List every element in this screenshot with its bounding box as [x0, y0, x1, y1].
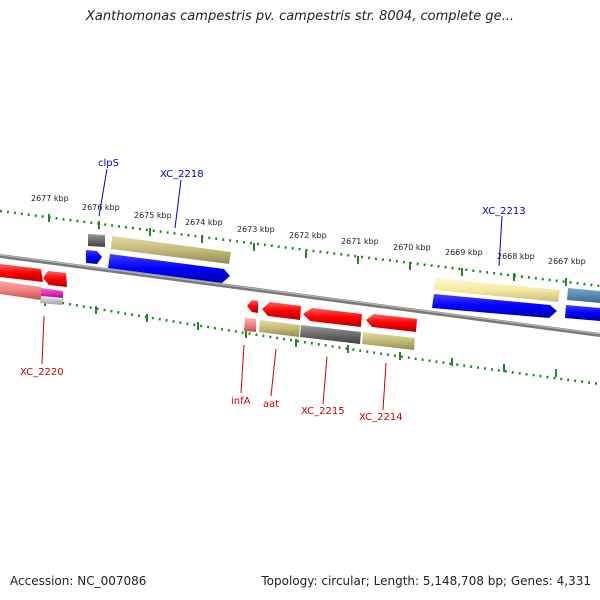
gene-left-red-arrow-2[interactable] — [43, 271, 67, 287]
gene-xc2215-arrow[interactable] — [303, 308, 362, 327]
accession-text: Accession: NC_007086 — [10, 574, 147, 588]
xc2218-leader-line — [174, 179, 182, 229]
gene-steelblue-feature[interactable] — [567, 288, 600, 303]
xc2213-leader-line — [498, 215, 503, 267]
clps-leader-line — [98, 168, 108, 217]
gene-forward-arrow[interactable] — [86, 250, 102, 264]
topology-text: Topology: circular; Length: 5,148,708 bp… — [261, 574, 591, 588]
gene-lightgray-feature[interactable] — [40, 297, 63, 305]
gene-right-blue-arrow[interactable] — [565, 305, 600, 321]
gene-xc2214-arrow[interactable] — [366, 314, 417, 332]
gene-aat-arrow[interactable] — [262, 302, 301, 320]
gene-label-xc2220[interactable]: XC_2220 — [20, 367, 64, 378]
gene-label-xc2215[interactable]: XC_2215 — [301, 406, 345, 417]
genome-backbone-highlight — [0, 254, 600, 335]
gene-xc2213-feature[interactable] — [434, 278, 560, 302]
gene-label-xc2218[interactable]: XC_2218 — [160, 169, 204, 180]
kbp-label: 2673 kbp — [237, 225, 275, 234]
gene-xc2218-feature[interactable] — [111, 236, 231, 264]
kbp-label: 2672 kbp — [289, 231, 327, 240]
kbp-label: 2669 kbp — [445, 248, 483, 257]
kbp-label: 2671 kbp — [341, 237, 379, 246]
aat-leader-line — [270, 348, 277, 397]
outer-major-ticks — [48, 214, 567, 286]
gene-xc2220-feature[interactable] — [0, 281, 41, 300]
kbp-label: 2670 kbp — [393, 243, 431, 252]
gene-left-red-arrow[interactable] — [0, 264, 43, 282]
gene-label-infa[interactable]: infA — [231, 396, 251, 407]
gene-label-xc2213[interactable]: XC_2213 — [482, 206, 526, 217]
xc2214-leader-line — [382, 362, 387, 411]
map-title: Xanthomonas campestris pv. campestris st… — [86, 9, 514, 24]
infa-leader-line — [240, 344, 245, 394]
xc2220-leader-line — [41, 315, 45, 365]
kbp-label: 2667 kbp — [548, 257, 586, 266]
xc2215-leader-line — [322, 356, 328, 405]
gene-label-aat[interactable]: aat — [263, 399, 279, 410]
kbp-label: 2674 kbp — [185, 218, 223, 227]
gene-clps-feature[interactable] — [88, 234, 105, 247]
gene-xc2218-arrow[interactable] — [108, 254, 230, 283]
kbp-label: 2668 kbp — [497, 252, 535, 261]
gene-infa-arrow[interactable] — [247, 300, 258, 313]
outer-scale-arc — [0, 209, 600, 288]
genome-backbone — [0, 254, 600, 337]
kbp-label: 2675 kbp — [134, 211, 172, 220]
gene-infa-feature[interactable] — [244, 318, 256, 332]
gene-xc2214-feature[interactable] — [362, 332, 415, 350]
inner-scale-arc — [0, 290, 600, 386]
gene-xc2215-feature[interactable] — [300, 325, 361, 344]
gene-aat-feature[interactable] — [259, 320, 300, 337]
gene-label-clps[interactable]: clpS — [98, 158, 119, 169]
gene-magenta-feature[interactable] — [41, 288, 63, 298]
gene-xc2213-arrow[interactable] — [432, 294, 557, 318]
gene-label-xc2214[interactable]: XC_2214 — [359, 412, 403, 423]
kbp-label: 2677 kbp — [31, 194, 69, 203]
